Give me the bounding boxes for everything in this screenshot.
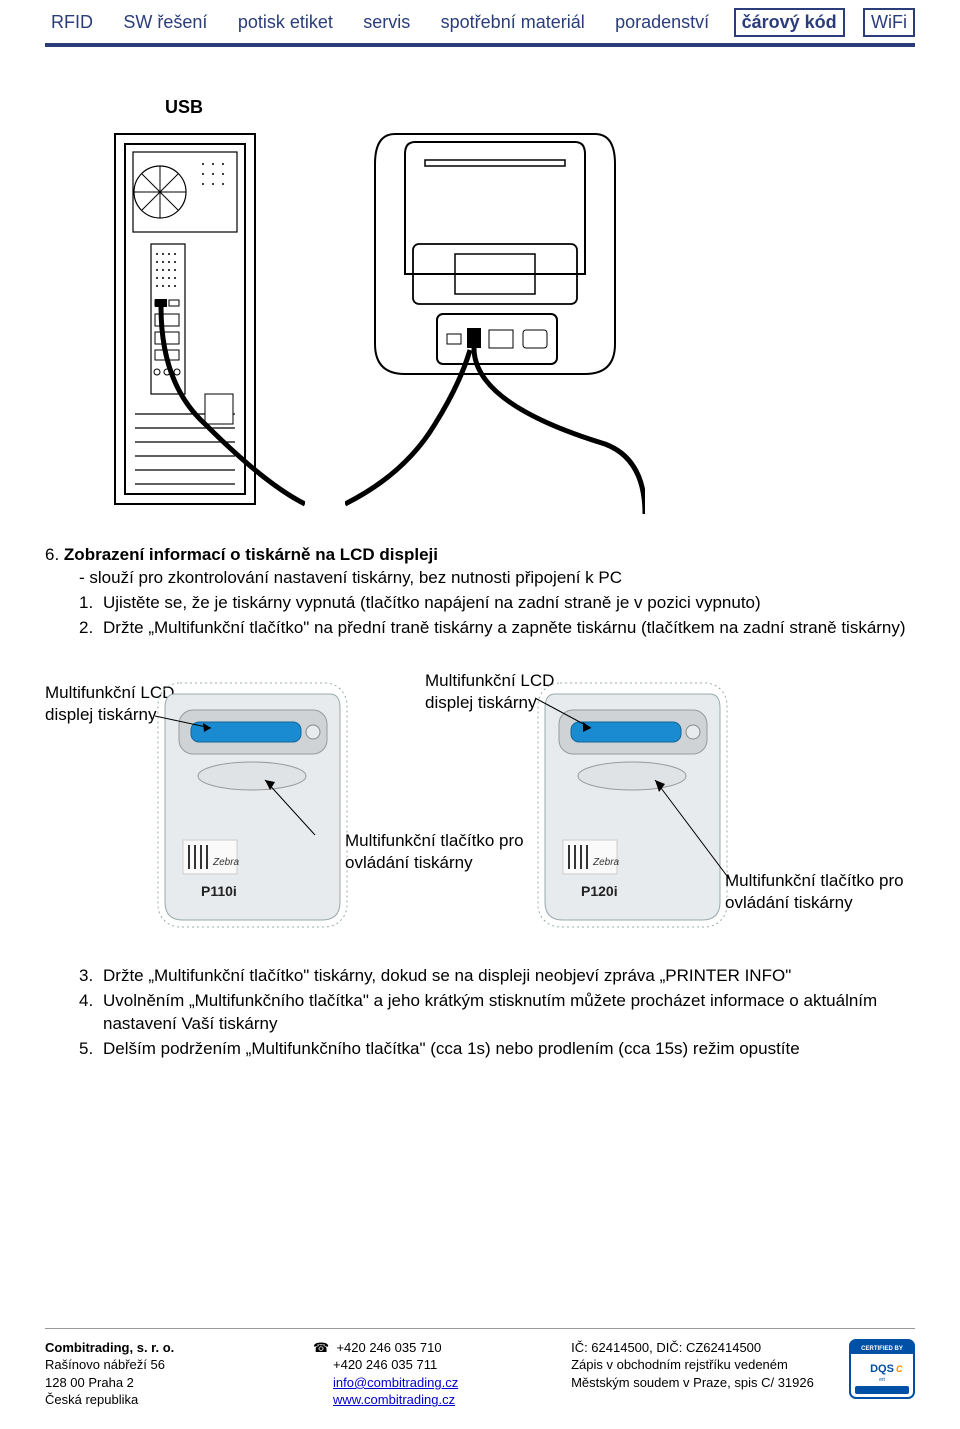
cert-badge-icon: CERTIFIED BY DQS C ert [849, 1339, 915, 1399]
svg-text:Zebra: Zebra [592, 857, 620, 868]
nav-wifi[interactable]: WiFi [863, 8, 915, 37]
footer-address: Combitrading, s. r. o. Rašínovo nábřeží … [45, 1339, 313, 1409]
section-6: 6. Zobrazení informací o tiskárně na LCD… [45, 544, 915, 640]
label-button-right: Multifunkční tlačítko pro ovládání tiská… [725, 870, 925, 914]
phone-icon: ☎ [313, 1340, 329, 1355]
footer-email-link[interactable]: info@combitrading.cz [333, 1375, 458, 1390]
usb-label: USB [165, 97, 915, 118]
model-p120i: P120i [581, 883, 618, 899]
nav-servis[interactable]: servis [357, 10, 416, 35]
footer-addr-1: Rašínovo nábřeží 56 [45, 1356, 313, 1374]
step-1: Ujistěte se, že je tiskárny vypnutá (tla… [79, 592, 915, 615]
footer-registration: IČ: 62414500, DIČ: CZ62414500 Zápis v ob… [571, 1339, 849, 1392]
svg-text:CERTIFIED BY: CERTIFIED BY [861, 1346, 903, 1352]
step-2: Držte „Multifunkční tlačítko" na přední … [79, 617, 915, 640]
section-title: Zobrazení informací o tiskárně na LCD di… [64, 545, 438, 564]
footer-company: Combitrading, s. r. o. [45, 1339, 313, 1357]
step-5: Delším podržením „Multifunkčního tlačítk… [79, 1038, 915, 1061]
top-navigation: RFID SW řešení potisk etiket servis spot… [45, 0, 915, 37]
printer-back-illustration [345, 124, 645, 514]
footer-addr-3: Česká republika [45, 1391, 313, 1409]
model-p110i: P110i [201, 883, 237, 899]
printer-p110i-illustration: Zebra P110i [155, 680, 350, 930]
footer-reg-1: IČ: 62414500, DIČ: CZ62414500 [571, 1339, 849, 1357]
step-3: Držte „Multifunkční tlačítko" tiskárny, … [79, 965, 915, 988]
svg-text:ert: ert [879, 1377, 885, 1383]
svg-text:DQS: DQS [870, 1363, 894, 1375]
main-content: USB [45, 47, 915, 1061]
nav-sw[interactable]: SW řešení [117, 10, 213, 35]
page-footer: Combitrading, s. r. o. Rašínovo nábřeží … [45, 1328, 915, 1409]
footer-reg-3: Městským soudem v Praze, spis C/ 31926 [571, 1374, 849, 1392]
footer-reg-2: Zápis v obchodním rejstříku vedeném [571, 1356, 849, 1374]
nav-material[interactable]: spotřební materiál [435, 10, 591, 35]
footer-phone-2: +420 246 035 711 [313, 1356, 571, 1374]
footer-addr-2: 128 00 Praha 2 [45, 1374, 313, 1392]
nav-potisk[interactable]: potisk etiket [232, 10, 339, 35]
nav-rfid[interactable]: RFID [45, 10, 99, 35]
label-button-mid: Multifunkční tlačítko pro ovládání tiská… [345, 830, 545, 874]
steps-list-b: Držte „Multifunkční tlačítko" tiskárny, … [79, 965, 915, 1061]
usb-connection-diagram [105, 124, 915, 514]
nav-poradenstvi[interactable]: poradenství [609, 10, 715, 35]
footer-phone-1: +420 246 035 710 [336, 1340, 441, 1355]
printer-p120i-illustration: Zebra P120i [535, 680, 730, 930]
section-subtitle: - slouží pro zkontrolování nastavení tis… [79, 567, 915, 590]
printer-front-row: Multifunkční LCD displej tiskárny Zebra … [45, 670, 915, 945]
svg-text:Zebra: Zebra [212, 857, 240, 868]
svg-text:C: C [896, 1364, 903, 1374]
footer-cert-badge: CERTIFIED BY DQS C ert [849, 1339, 915, 1399]
section-number: 6. [45, 545, 59, 564]
steps-list-a: Ujistěte se, že je tiskárny vypnutá (tla… [79, 592, 915, 640]
pc-tower-illustration [105, 124, 305, 514]
step-4: Uvolněním „Multifunkčního tlačítka" a je… [79, 990, 915, 1036]
footer-web-link[interactable]: www.combitrading.cz [333, 1392, 455, 1407]
nav-carovy-kod[interactable]: čárový kód [734, 8, 845, 37]
footer-contact: ☎ +420 246 035 710 +420 246 035 711 info… [313, 1339, 571, 1409]
